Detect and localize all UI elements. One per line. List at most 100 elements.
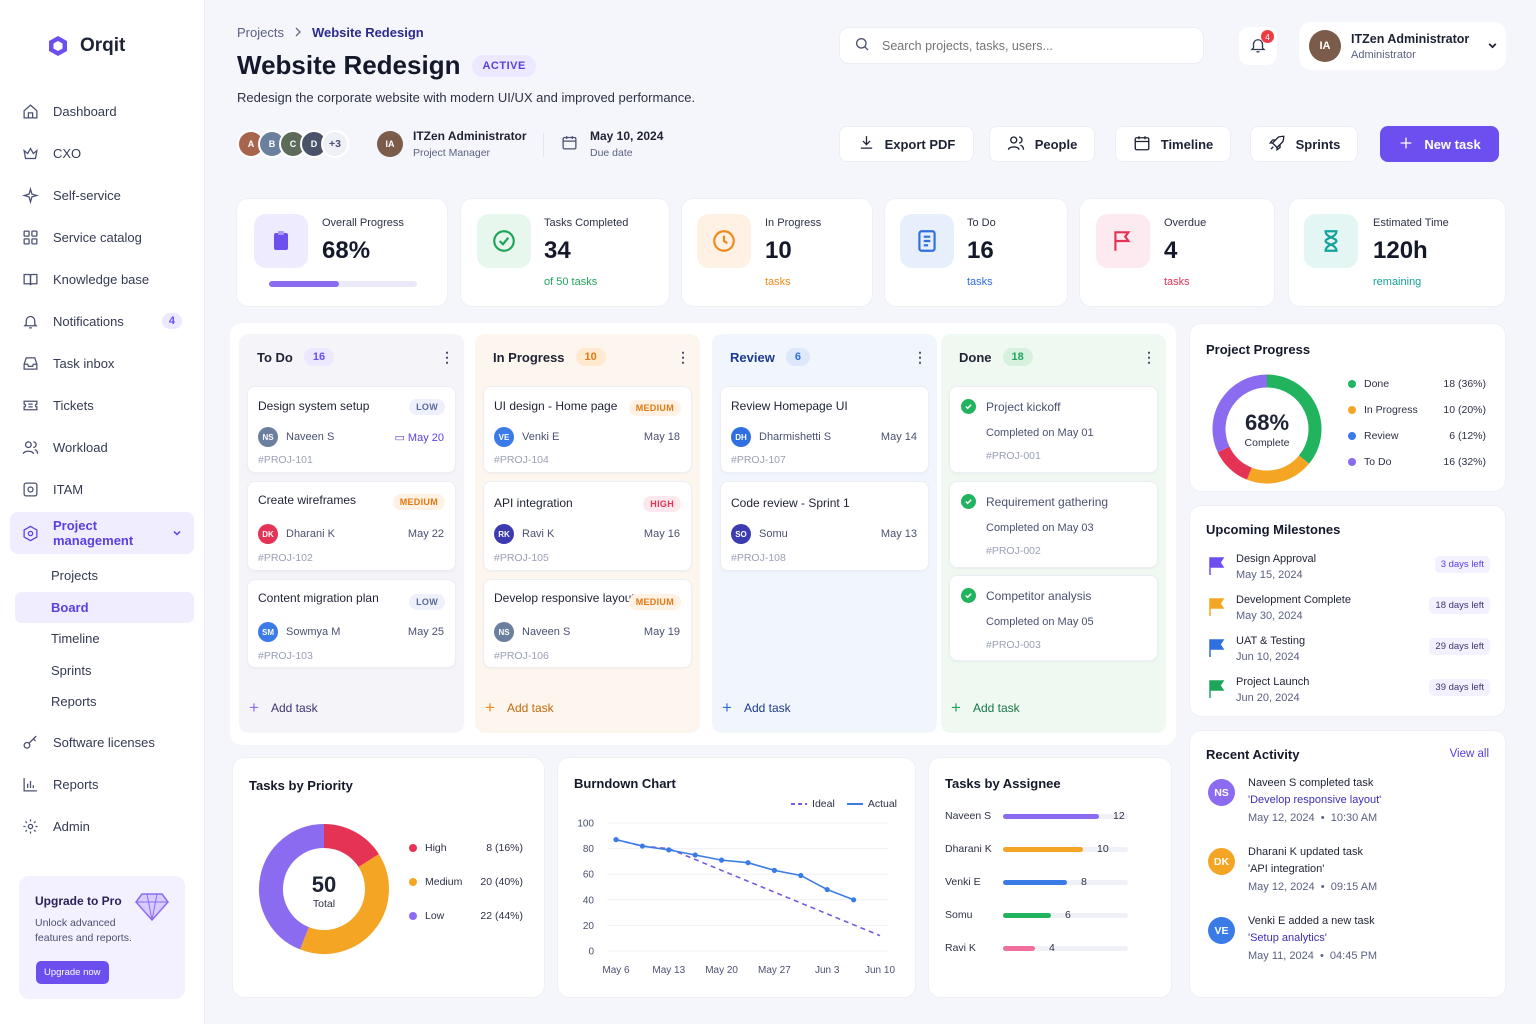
task-id: #PROJ-103: [258, 650, 313, 662]
project-description: Redesign the corporate website with mode…: [237, 90, 696, 105]
user-menu[interactable]: IA ITZen Administrator Administrator: [1299, 22, 1506, 70]
timeline-button[interactable]: Timeline: [1115, 126, 1231, 162]
sidebar-item-knowledge-base[interactable]: Knowledge base: [10, 258, 194, 300]
search-bar[interactable]: [839, 27, 1204, 64]
stat-sub: tasks: [1164, 276, 1190, 288]
activity-item[interactable]: DK Dharani K updated task 'API integrati…: [1208, 846, 1490, 906]
sidebar-sub-projects[interactable]: Projects: [51, 568, 98, 584]
add-task-button[interactable]: + Add task: [249, 698, 318, 718]
priority-tag: MEDIUM: [392, 494, 445, 510]
task-card[interactable]: API integration HIGH RK Ravi K May 16 #PR…: [483, 481, 692, 571]
sidebar-item-cxo[interactable]: CXO: [10, 132, 194, 174]
gear-icon: [22, 818, 39, 835]
chart-title: Tasks by Priority: [249, 778, 353, 793]
task-card-done[interactable]: Requirement gathering Completed on May 0…: [949, 481, 1158, 568]
task-card[interactable]: Review Homepage UI DH Dharmishetti S May …: [720, 386, 929, 473]
activity-task-link[interactable]: 'Develop responsive layout': [1248, 794, 1382, 806]
activity-task-link[interactable]: 'API integration': [1248, 863, 1325, 875]
legend-label: Low: [425, 910, 445, 922]
sparkle-icon: [22, 186, 39, 204]
milestone-item[interactable]: Project Launch Jun 20, 2024 39 days left: [1208, 676, 1490, 712]
task-card[interactable]: Create wireframes MEDIUM DK Dharani K May…: [247, 481, 456, 571]
milestone-date: May 15, 2024: [1236, 569, 1303, 581]
task-card[interactable]: Content migration plan LOW SM Sowmya M Ma…: [247, 579, 456, 668]
legend-label: High: [425, 842, 447, 854]
legend-ideal: Ideal: [791, 798, 835, 810]
stat-value: 120h: [1373, 237, 1428, 264]
task-card[interactable]: Develop responsive layout MEDIUM NS Navee…: [483, 579, 692, 668]
team-more-count[interactable]: +3: [321, 130, 349, 158]
sidebar-item-dashboard[interactable]: Dashboard: [10, 90, 194, 132]
plus-icon: +: [951, 698, 961, 717]
page-title-row: Website Redesign ACTIVE: [237, 50, 536, 81]
assignee-bar-row: Naveen S 12: [945, 810, 1150, 824]
y-tick-label: 100: [577, 819, 594, 830]
data-point-actual: [745, 860, 751, 866]
people-button[interactable]: People: [989, 126, 1095, 162]
sprints-button[interactable]: Sprints: [1250, 126, 1358, 162]
add-task-button[interactable]: + Add task: [485, 698, 554, 718]
calendar-icon: ▭: [394, 432, 408, 444]
assignee-avatar: NS: [258, 427, 278, 447]
assignee-name: Dharmishetti S: [759, 431, 832, 443]
legend-dot: [1348, 380, 1356, 388]
view-all-link[interactable]: View all: [1449, 748, 1489, 760]
sidebar-item-project-management[interactable]: Project management: [10, 512, 194, 554]
sidebar-sub-reports[interactable]: Reports: [51, 694, 97, 710]
activity-item[interactable]: NS Naveen S completed task 'Develop resp…: [1208, 777, 1490, 837]
sidebar-item-service-catalog[interactable]: Service catalog: [10, 216, 194, 258]
notifications-button[interactable]: 4: [1239, 27, 1277, 65]
app-logo[interactable]: Orqit: [46, 34, 125, 58]
export-pdf-button[interactable]: Export PDF: [839, 126, 974, 162]
burndown-panel: Burndown Chart Ideal Actual 100 80 60 40 20 0…: [557, 757, 916, 998]
more-vertical-icon[interactable]: ⋮: [1142, 348, 1156, 365]
breadcrumb-projects[interactable]: Projects: [237, 25, 284, 40]
assignee-name: Dharani K: [286, 528, 335, 540]
sidebar-item-reports[interactable]: Reports: [10, 764, 194, 806]
task-card[interactable]: Code review - Sprint 1 SO Somu May 13 #PR…: [720, 481, 929, 571]
calendar-icon: [1133, 134, 1151, 155]
sidebar-item-notifications[interactable]: Notifications 4: [10, 300, 194, 342]
task-card[interactable]: UI design - Home page MEDIUM VE Venki E M…: [483, 386, 692, 473]
task-card-done[interactable]: Competitor analysis Completed on May 05 …: [949, 575, 1158, 661]
team-avatars[interactable]: A B C D +3: [237, 130, 349, 158]
task-id: #PROJ-107: [731, 454, 786, 466]
column-header: Done 18 ⋮: [951, 345, 1156, 369]
app-name: Orqit: [80, 35, 126, 56]
stat-label: Overall Progress: [322, 217, 404, 229]
upgrade-button[interactable]: Upgrade now: [36, 961, 109, 984]
sidebar-item-self-service[interactable]: Self-service: [10, 174, 194, 216]
sidebar-sub-sprints[interactable]: Sprints: [51, 662, 92, 678]
sidebar-item-task-inbox[interactable]: Task inbox: [10, 342, 194, 384]
assignee-avatar: SM: [258, 622, 278, 642]
legend-label: Medium: [425, 876, 463, 888]
milestone-item[interactable]: Design Approval May 15, 2024 3 days left: [1208, 553, 1490, 589]
more-vertical-icon[interactable]: ⋮: [676, 348, 690, 365]
column-header: To Do 16 ⋮: [249, 345, 454, 369]
sidebar-item-admin[interactable]: Admin: [10, 806, 194, 848]
add-task-button[interactable]: + Add task: [722, 698, 791, 718]
milestone-item[interactable]: UAT & Testing Jun 10, 2024 29 days left: [1208, 635, 1490, 671]
sidebar-sub-board[interactable]: Board: [15, 591, 194, 623]
add-task-label: Add task: [972, 701, 1020, 715]
search-input[interactable]: [882, 38, 1203, 53]
milestone-item[interactable]: Development Complete May 30, 2024 18 day…: [1208, 594, 1490, 630]
more-vertical-icon[interactable]: ⋮: [913, 348, 927, 365]
sidebar-item-itam[interactable]: ITAM: [10, 468, 194, 510]
sidebar-item-software-licenses[interactable]: Software licenses: [10, 722, 194, 764]
activity-item[interactable]: VE Venki E added a new task 'Setup analy…: [1208, 915, 1490, 975]
flag-icon: [1209, 557, 1225, 575]
sidebar-sub-timeline[interactable]: Timeline: [51, 631, 100, 647]
sidebar-item-workload[interactable]: Workload: [10, 426, 194, 468]
project-management-subnav: Projects Board Timeline Sprints Reports: [10, 560, 194, 718]
sidebar-item-tickets[interactable]: Tickets: [10, 384, 194, 426]
add-task-button[interactable]: + Add task: [951, 698, 1020, 718]
plus-icon: +: [485, 698, 495, 717]
column-title: To Do: [257, 349, 293, 365]
new-task-button[interactable]: New task: [1380, 126, 1499, 162]
progress-bar-track: [269, 281, 417, 287]
task-card-done[interactable]: Project kickoff Completed on May 01 #PRO…: [949, 386, 1158, 473]
more-vertical-icon[interactable]: ⋮: [440, 348, 454, 365]
activity-task-link[interactable]: 'Setup analytics': [1248, 932, 1327, 944]
task-card[interactable]: Design system setup LOW NS Naveen S ▭ May…: [247, 386, 456, 473]
